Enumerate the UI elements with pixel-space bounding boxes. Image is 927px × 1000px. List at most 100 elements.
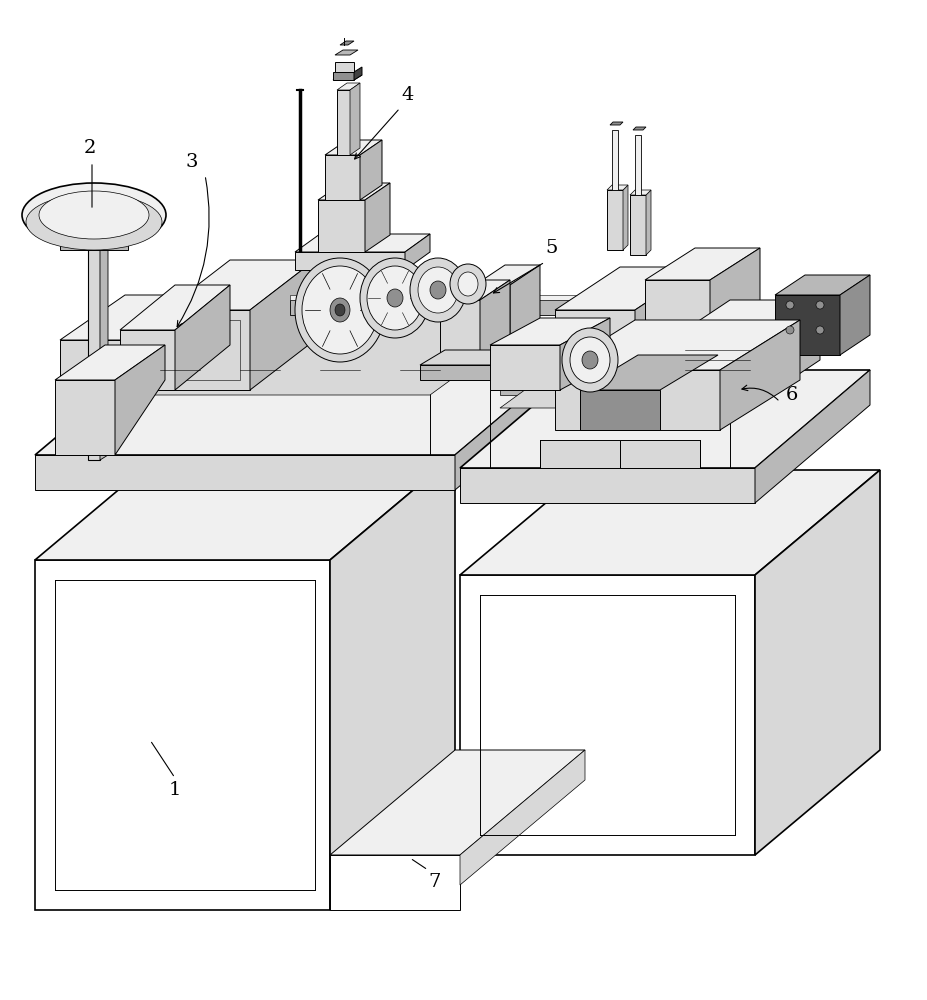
Polygon shape [295, 234, 430, 252]
Polygon shape [88, 245, 100, 460]
Ellipse shape [458, 272, 478, 296]
Text: 2: 2 [83, 139, 96, 157]
Text: 6: 6 [786, 386, 798, 404]
Ellipse shape [360, 258, 430, 338]
Polygon shape [460, 470, 880, 575]
Ellipse shape [450, 264, 486, 304]
Polygon shape [555, 370, 720, 430]
Polygon shape [35, 455, 455, 560]
Polygon shape [455, 358, 570, 490]
Polygon shape [350, 83, 360, 155]
Polygon shape [340, 41, 354, 45]
Ellipse shape [786, 326, 794, 334]
Polygon shape [555, 267, 700, 310]
Ellipse shape [22, 183, 166, 247]
Polygon shape [90, 290, 540, 370]
Ellipse shape [39, 191, 149, 239]
Polygon shape [670, 340, 760, 400]
Ellipse shape [302, 266, 378, 354]
Polygon shape [335, 62, 354, 72]
Polygon shape [460, 575, 755, 855]
Ellipse shape [816, 301, 824, 309]
Polygon shape [490, 345, 560, 390]
Polygon shape [840, 275, 870, 355]
Polygon shape [330, 855, 460, 910]
Polygon shape [610, 122, 623, 125]
Polygon shape [670, 300, 820, 340]
Polygon shape [775, 275, 870, 295]
Polygon shape [333, 72, 354, 80]
Polygon shape [620, 440, 700, 468]
Polygon shape [623, 185, 628, 250]
Polygon shape [490, 318, 610, 345]
Polygon shape [580, 355, 718, 390]
Polygon shape [540, 440, 620, 468]
Polygon shape [318, 183, 390, 200]
Polygon shape [330, 455, 455, 910]
Polygon shape [354, 67, 362, 80]
Polygon shape [475, 265, 540, 285]
Polygon shape [335, 50, 358, 55]
Polygon shape [755, 470, 880, 855]
Polygon shape [460, 370, 870, 468]
Polygon shape [580, 390, 660, 430]
Polygon shape [365, 183, 390, 252]
Polygon shape [755, 370, 870, 503]
Polygon shape [325, 155, 360, 200]
Polygon shape [120, 330, 175, 390]
Ellipse shape [570, 337, 610, 383]
Polygon shape [633, 127, 646, 130]
Polygon shape [60, 340, 130, 400]
Polygon shape [645, 280, 710, 340]
Polygon shape [90, 315, 540, 395]
Ellipse shape [430, 281, 446, 299]
Polygon shape [500, 385, 740, 395]
Polygon shape [760, 300, 820, 400]
Polygon shape [555, 320, 800, 370]
Ellipse shape [295, 258, 385, 362]
Polygon shape [500, 328, 850, 408]
Ellipse shape [786, 301, 794, 309]
Text: 3: 3 [185, 153, 198, 171]
Polygon shape [60, 228, 140, 235]
Ellipse shape [330, 298, 350, 322]
Polygon shape [35, 455, 455, 490]
Polygon shape [710, 248, 760, 340]
Ellipse shape [410, 258, 466, 322]
Polygon shape [55, 345, 165, 380]
Polygon shape [165, 260, 315, 310]
Polygon shape [555, 310, 635, 380]
Polygon shape [646, 190, 651, 255]
Ellipse shape [387, 289, 403, 307]
Ellipse shape [26, 194, 162, 250]
Polygon shape [100, 240, 108, 460]
Polygon shape [330, 750, 585, 855]
Polygon shape [630, 195, 646, 255]
Polygon shape [115, 345, 165, 455]
Polygon shape [560, 318, 610, 390]
Polygon shape [607, 190, 623, 250]
Polygon shape [250, 260, 315, 390]
Polygon shape [635, 267, 700, 380]
Polygon shape [405, 234, 430, 270]
Ellipse shape [562, 328, 618, 392]
Polygon shape [510, 265, 540, 350]
Polygon shape [55, 380, 115, 455]
Polygon shape [35, 560, 330, 910]
Polygon shape [295, 252, 405, 270]
Ellipse shape [582, 351, 598, 369]
Polygon shape [440, 300, 480, 375]
Polygon shape [480, 280, 510, 375]
Polygon shape [120, 285, 230, 330]
Ellipse shape [816, 326, 824, 334]
Polygon shape [635, 135, 641, 195]
Polygon shape [337, 90, 350, 155]
Polygon shape [720, 320, 800, 430]
Polygon shape [475, 285, 510, 350]
Polygon shape [645, 248, 760, 280]
Polygon shape [607, 185, 628, 190]
Polygon shape [420, 350, 535, 365]
Polygon shape [775, 295, 840, 355]
Polygon shape [460, 468, 755, 503]
Polygon shape [175, 285, 230, 390]
